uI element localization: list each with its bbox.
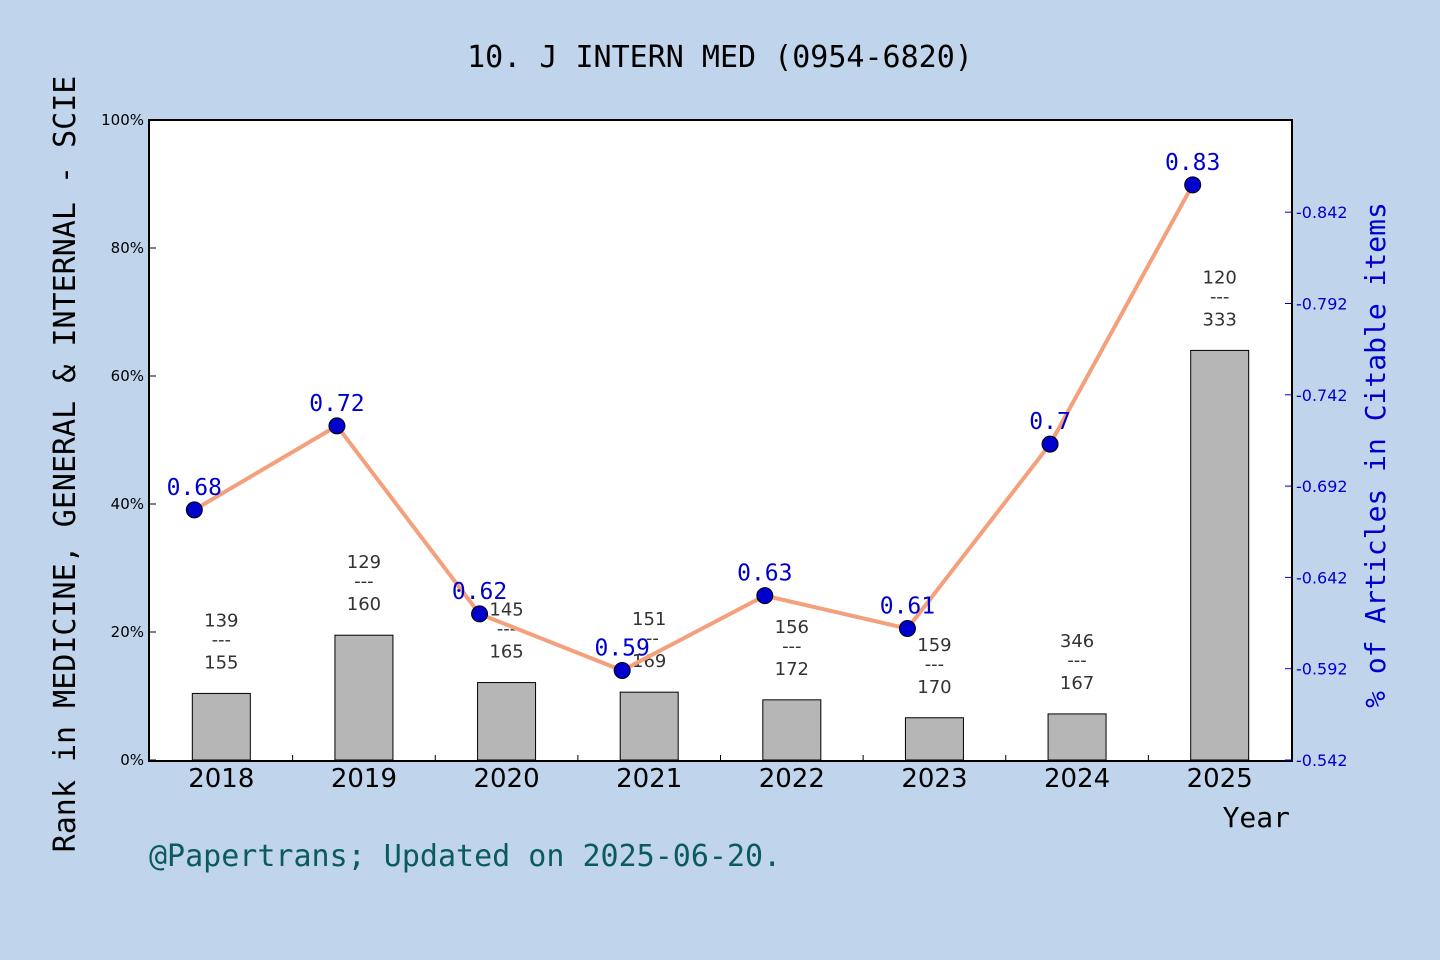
rank-numerator: 139 xyxy=(204,610,238,631)
ratio-point xyxy=(756,587,774,605)
rank-numerator: 145 xyxy=(489,600,523,621)
left-axis: 0% 20% 40% 60% 80% 100% xyxy=(101,111,156,769)
rank-divider: --- xyxy=(925,654,945,675)
left-tick-label: 0% xyxy=(120,751,144,769)
rank-bar xyxy=(619,691,679,761)
rank-numerator: 129 xyxy=(347,552,381,573)
x-axis: 2018 2019 2020 2021 2022 2023 2024 2025 xyxy=(188,755,1253,794)
rank-numerator: 151 xyxy=(632,609,666,630)
ratio-point xyxy=(1041,435,1059,453)
rank-denominator: 172 xyxy=(775,659,809,680)
right-axis-label: % of Articles in Citable items xyxy=(1359,202,1392,708)
rank-denominator: 169 xyxy=(632,651,666,672)
ratio-line xyxy=(193,183,1195,673)
rank-bar xyxy=(1047,713,1107,761)
x-tick-label: 2025 xyxy=(1187,764,1253,794)
rank-numerator: 156 xyxy=(775,617,809,638)
rank-bar xyxy=(1190,349,1250,761)
chart-title: 10. J INTERN MED (0954-6820) xyxy=(467,40,973,75)
rank-numerator: 159 xyxy=(917,635,951,656)
right-tick-label: -0.542 xyxy=(1296,751,1348,770)
right-axis: -0.542 -0.592 -0.642 -0.692 -0.742 -0.792 -0.8… xyxy=(1285,203,1348,770)
right-tick-label: -0.842 xyxy=(1296,203,1348,222)
ratio-point xyxy=(471,605,489,623)
right-tick-label: -0.792 xyxy=(1296,295,1348,314)
rank-divider: --- xyxy=(782,636,802,657)
ratio-label: 0.62 xyxy=(452,579,507,605)
x-tick-label: 2021 xyxy=(616,764,682,794)
rank-denominator: 170 xyxy=(917,677,951,698)
plot-area xyxy=(148,119,1293,762)
left-tick-label: 60% xyxy=(111,367,144,385)
rank-divider: --- xyxy=(212,629,232,650)
rank-divider: --- xyxy=(1067,650,1087,671)
rank-denominator: 167 xyxy=(1060,673,1094,694)
rank-bar xyxy=(904,717,964,761)
rank-bar xyxy=(762,699,822,761)
rank-divider: --- xyxy=(354,571,374,592)
ratio-label: 0.63 xyxy=(737,561,792,587)
left-tick-label: 20% xyxy=(111,623,144,641)
right-tick-label: -0.592 xyxy=(1296,660,1348,679)
ratio-label: 0.61 xyxy=(880,594,935,620)
rank-denominator: 160 xyxy=(347,594,381,615)
rank-denominator: 333 xyxy=(1203,309,1237,330)
ratio-point xyxy=(328,417,346,435)
rank-numerator: 346 xyxy=(1060,631,1094,652)
ratio-point xyxy=(613,662,631,680)
ratio-label: 0.7 xyxy=(1029,409,1071,435)
ratio-point xyxy=(1184,176,1202,194)
rank-denominator: 165 xyxy=(489,642,523,663)
rank-bar xyxy=(477,682,537,761)
line-series: 0.68 0.72 0.62 0.59 0.63 0.61 0.7 0.83 xyxy=(167,150,1220,680)
ratio-label: 0.59 xyxy=(594,636,649,662)
ratio-label: 0.68 xyxy=(167,475,222,501)
ratio-label: 0.83 xyxy=(1165,150,1220,176)
ratio-label: 0.72 xyxy=(309,391,364,417)
x-axis-label: Year xyxy=(1223,801,1290,834)
right-tick-label: -0.692 xyxy=(1296,477,1348,496)
left-tick-label: 80% xyxy=(111,239,144,257)
right-tick-label: -0.742 xyxy=(1296,386,1348,405)
x-tick-label: 2019 xyxy=(331,764,397,794)
x-tick-label: 2023 xyxy=(901,764,967,794)
rank-bar xyxy=(334,634,394,761)
x-tick-label: 2018 xyxy=(188,764,254,794)
right-tick-label: -0.642 xyxy=(1296,568,1348,587)
x-tick-label: 2024 xyxy=(1044,764,1110,794)
footer-note: @Papertrans; Updated on 2025-06-20. xyxy=(149,839,781,874)
ratio-point xyxy=(898,620,916,638)
rank-divider: --- xyxy=(639,628,659,649)
x-tick-label: 2020 xyxy=(473,764,539,794)
rank-divider: --- xyxy=(1210,286,1230,307)
rank-numerator: 120 xyxy=(1203,267,1237,288)
rank-denominator: 155 xyxy=(204,652,238,673)
ratio-point xyxy=(185,501,203,519)
left-tick-label: 40% xyxy=(111,495,144,513)
x-tick-label: 2022 xyxy=(759,764,825,794)
left-tick-label: 100% xyxy=(101,111,144,129)
left-axis-label: Rank in MEDICINE, GENERAL & INTERNAL - S… xyxy=(48,76,83,853)
rank-bar xyxy=(191,692,251,761)
